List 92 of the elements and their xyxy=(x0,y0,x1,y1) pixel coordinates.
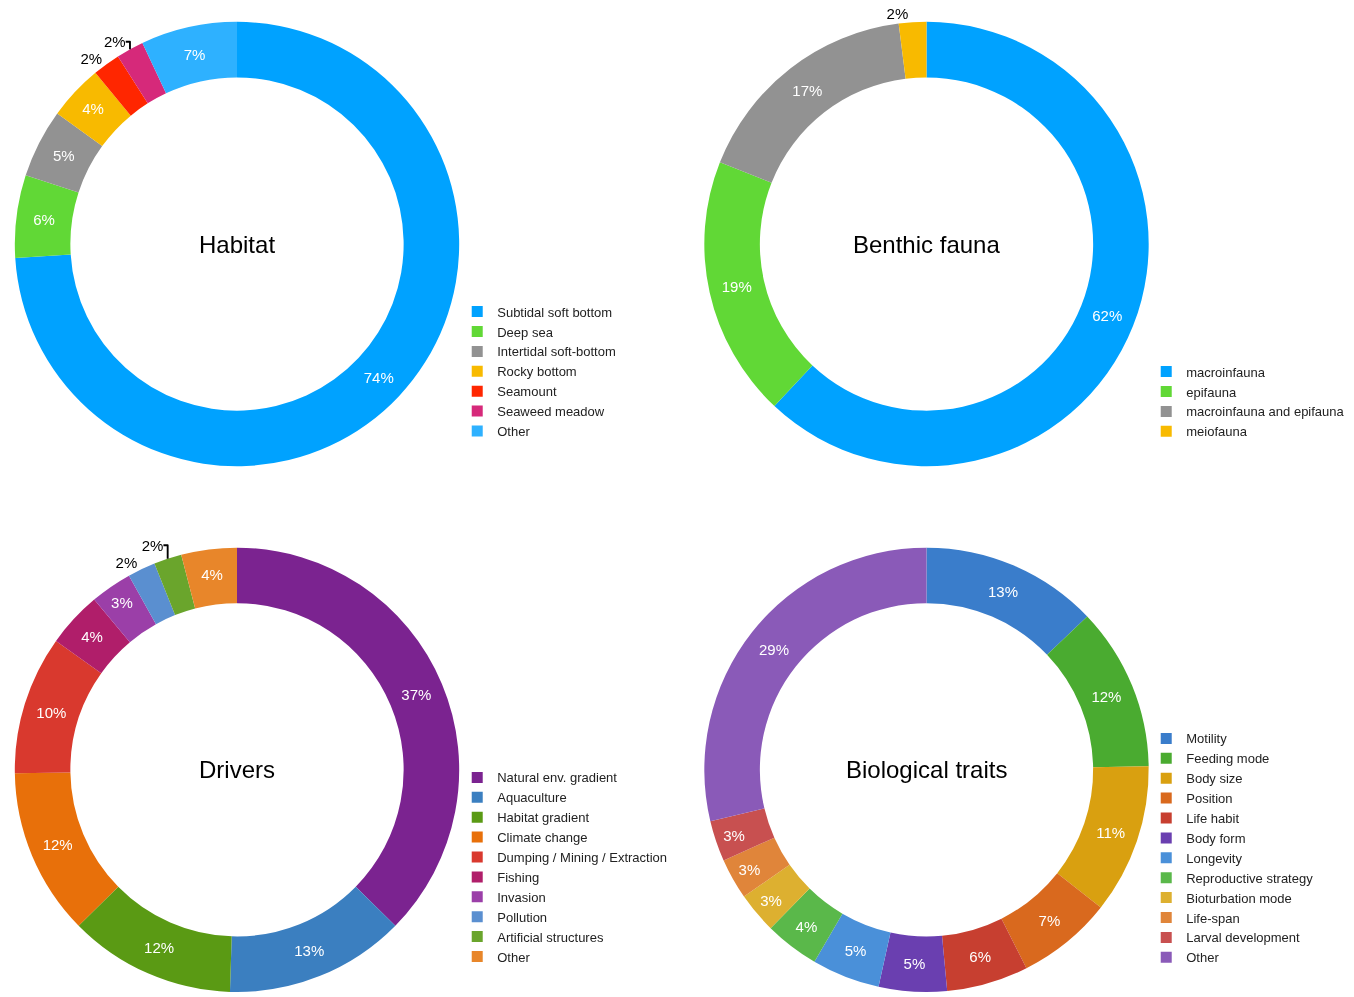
donut-slice xyxy=(774,21,1149,467)
donut-slice xyxy=(898,21,927,79)
data-label: 2% xyxy=(104,33,126,51)
data-label: 4% xyxy=(795,918,818,936)
data-label: 74% xyxy=(363,368,394,386)
donut-slice xyxy=(942,918,1027,992)
donut-slice xyxy=(719,23,906,183)
legend-label: macroinfauna xyxy=(1186,364,1266,380)
text: Habitat xyxy=(199,231,276,258)
data-label: 4% xyxy=(81,627,103,645)
legend-label: Larval development xyxy=(1186,930,1301,946)
legend-label: Other xyxy=(497,424,531,440)
data-label: 17% xyxy=(792,81,823,99)
legend-label: epifauna xyxy=(1186,384,1237,400)
data-label: 3% xyxy=(723,826,745,844)
legend-label: macroinfauna and epifauna xyxy=(1186,404,1345,420)
donut-slice xyxy=(78,886,232,992)
data-label: 19% xyxy=(721,277,752,295)
legend-label: Other xyxy=(1186,950,1220,966)
legend-label: Aquaculture xyxy=(497,790,567,806)
data-label: 4% xyxy=(201,565,223,583)
data-label: 5% xyxy=(52,147,75,165)
donut-slice xyxy=(14,640,102,774)
donut-slice xyxy=(57,72,131,147)
text: Biological traits xyxy=(846,756,1008,783)
donut-slice xyxy=(14,175,79,258)
legend-label: Deep sea xyxy=(497,324,554,340)
donut-slice xyxy=(1047,616,1149,768)
legend-label: Other xyxy=(497,949,531,965)
data-label: 7% xyxy=(183,45,206,63)
legend-label: Body size xyxy=(1186,771,1243,787)
legend-label: Life-span xyxy=(1186,910,1240,926)
data-label: 12% xyxy=(42,836,73,854)
data-label: 2% xyxy=(886,5,909,23)
text: Drivers xyxy=(199,756,275,783)
donut-slice xyxy=(229,886,396,992)
data-label: 3% xyxy=(738,861,761,879)
legend-label: Reproductive strategy xyxy=(1186,870,1314,886)
legend-label: Position xyxy=(1186,791,1233,807)
legend-label: Motility xyxy=(1186,731,1228,747)
donut-slice xyxy=(878,932,948,992)
data-label: 4% xyxy=(82,100,104,118)
legend-label: Bioturbation mode xyxy=(1186,890,1292,906)
data-label: 2% xyxy=(115,553,138,571)
data-label: 11% xyxy=(1096,823,1126,841)
donut-slice xyxy=(15,21,460,467)
legend-label: Subtidal soft bottom xyxy=(497,304,613,320)
legend-label: Climate change xyxy=(497,830,588,846)
data-label: 5% xyxy=(844,942,867,960)
donut-slice xyxy=(181,547,237,609)
legend-label: Artificial structures xyxy=(497,929,604,945)
data-label: 7% xyxy=(1038,911,1061,929)
donut-slice xyxy=(1057,766,1149,908)
data-label: 29% xyxy=(758,640,789,658)
legend-label: Dumping / Mining / Extraction xyxy=(497,850,668,866)
data-label: 10% xyxy=(36,703,67,721)
data-label: 2% xyxy=(80,50,103,68)
data-label: 3% xyxy=(111,594,133,612)
legend-label: Intertidal soft-bottom xyxy=(497,344,616,360)
legend-label: Body form xyxy=(1186,830,1246,846)
donut-slice xyxy=(14,772,119,926)
legend-label: Habitat gradient xyxy=(497,810,590,826)
data-label: 5% xyxy=(903,955,926,973)
legend-label: meiofauna xyxy=(1186,424,1248,440)
data-label: 62% xyxy=(1092,307,1123,325)
donut-slice xyxy=(142,21,237,94)
donut-slice xyxy=(926,547,1088,655)
legend-label: Pollution xyxy=(497,909,548,925)
legend-label: Fishing xyxy=(497,869,540,885)
legend-label: Natural env. gradient xyxy=(497,770,618,786)
legend-label: Longevity xyxy=(1186,850,1243,866)
donut-slice xyxy=(25,113,103,193)
data-label: 6% xyxy=(33,211,55,229)
donut-slice xyxy=(154,554,196,616)
data-label: 12% xyxy=(144,939,175,957)
text: Benthic fauna xyxy=(853,231,1001,258)
data-label: 13% xyxy=(294,941,325,959)
legend-label: Life habit xyxy=(1186,811,1240,827)
donut-slice xyxy=(710,808,775,861)
donut-slice xyxy=(704,162,813,406)
legend-label: Feeding mode xyxy=(1186,751,1270,767)
data-label: 3% xyxy=(760,892,782,910)
data-label: 6% xyxy=(969,948,992,966)
data-label: 37% xyxy=(401,686,432,704)
legend-label: Seaweed meadow xyxy=(497,404,605,420)
data-label: 12% xyxy=(1091,687,1122,705)
legend-label: Invasion xyxy=(497,889,546,905)
data-label: 2% xyxy=(141,536,164,554)
donut-slice xyxy=(1001,873,1101,969)
legend-label: Seamount xyxy=(497,384,557,400)
data-label: 13% xyxy=(987,582,1018,600)
legend-label: Rocky bottom xyxy=(497,364,577,380)
